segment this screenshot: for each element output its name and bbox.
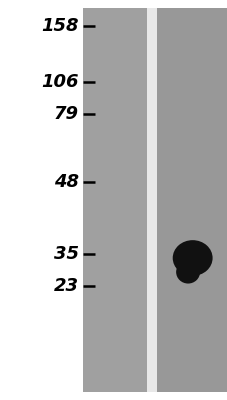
- Ellipse shape: [175, 260, 199, 284]
- Text: 35: 35: [53, 245, 78, 263]
- Bar: [146, 8, 157, 392]
- Text: 48: 48: [53, 173, 78, 191]
- Text: 106: 106: [41, 73, 78, 91]
- Ellipse shape: [172, 240, 212, 276]
- Text: 79: 79: [53, 105, 78, 123]
- Text: 23: 23: [53, 277, 78, 295]
- Text: 158: 158: [41, 17, 78, 35]
- Bar: [83, 8, 146, 392]
- Bar: [157, 8, 227, 392]
